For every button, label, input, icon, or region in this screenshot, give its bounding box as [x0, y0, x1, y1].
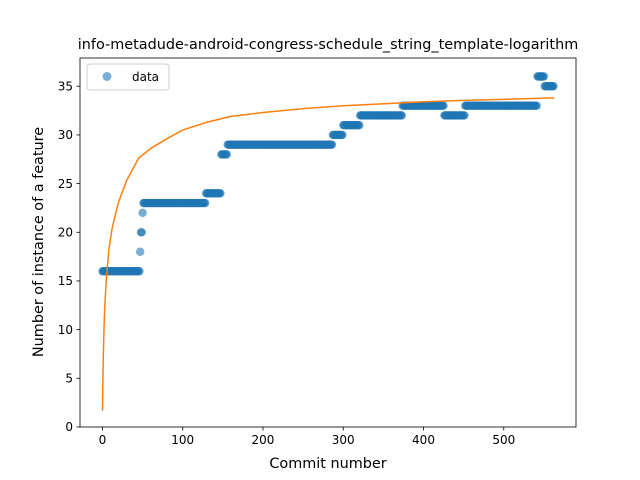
data-point: [460, 111, 469, 120]
x-tick-label: 0: [99, 433, 107, 447]
data-point: [137, 228, 146, 237]
data-point: [532, 101, 541, 110]
data-point: [222, 150, 232, 159]
data-point: [397, 111, 407, 120]
data-point: [135, 267, 144, 276]
y-tick-label: 35: [58, 79, 73, 93]
chart-title: info-metadude-android-congress-schedule_…: [78, 37, 578, 53]
legend-label-data: data: [132, 70, 159, 84]
x-tick-label: 100: [171, 433, 194, 447]
data-point: [549, 82, 558, 91]
data-point: [439, 101, 448, 110]
data-point: [138, 208, 147, 217]
x-tick-label: 400: [412, 433, 435, 447]
plot-area: [98, 72, 558, 411]
legend: data: [86, 63, 170, 91]
data-point: [327, 140, 337, 149]
y-tick-label: 25: [58, 177, 73, 191]
y-tick-label: 15: [58, 274, 73, 288]
y-axis-label: Number of instance of a feature: [31, 127, 47, 357]
y-axis: 0 5 10 15 20 25 30 35: [58, 79, 80, 434]
data-point: [135, 247, 145, 256]
x-tick-label: 200: [252, 433, 275, 447]
data-point: [201, 198, 210, 208]
series-data: [98, 72, 558, 276]
y-tick-label: 30: [58, 128, 73, 142]
x-tick-label: 300: [332, 433, 355, 447]
plot-frame: [79, 57, 577, 428]
data-point: [216, 189, 225, 198]
y-tick-label: 0: [65, 420, 73, 434]
legend-box: [86, 63, 170, 91]
data-point: [355, 120, 364, 130]
y-tick-label: 20: [58, 225, 73, 239]
x-axis: 0 100 200 300 400 500: [99, 427, 515, 447]
y-tick-label: 10: [58, 323, 73, 337]
legend-marker: [102, 72, 112, 81]
fit-line: [101, 97, 555, 411]
y-tick-label: 5: [65, 372, 73, 386]
x-tick-label: 500: [492, 433, 515, 447]
data-point: [338, 130, 347, 140]
x-axis-label: Commit number: [269, 456, 386, 472]
data-point: [539, 72, 549, 81]
